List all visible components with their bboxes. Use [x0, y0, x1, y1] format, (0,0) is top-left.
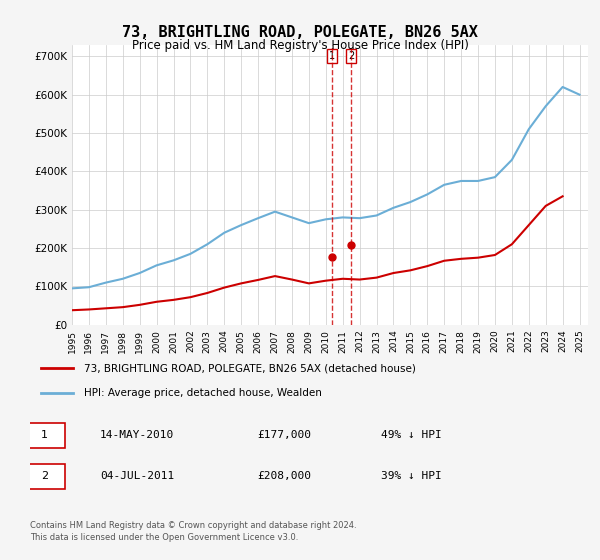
- Text: 14-MAY-2010: 14-MAY-2010: [100, 430, 175, 440]
- FancyBboxPatch shape: [25, 423, 65, 447]
- Text: 39% ↓ HPI: 39% ↓ HPI: [381, 472, 442, 481]
- Text: £208,000: £208,000: [257, 472, 311, 481]
- Text: 2: 2: [348, 52, 354, 61]
- Text: 73, BRIGHTLING ROAD, POLEGATE, BN26 5AX: 73, BRIGHTLING ROAD, POLEGATE, BN26 5AX: [122, 25, 478, 40]
- Text: 1: 1: [41, 430, 48, 440]
- Text: HPI: Average price, detached house, Wealden: HPI: Average price, detached house, Weal…: [84, 388, 322, 398]
- FancyBboxPatch shape: [25, 464, 65, 489]
- Text: Price paid vs. HM Land Registry's House Price Index (HPI): Price paid vs. HM Land Registry's House …: [131, 39, 469, 52]
- Text: 04-JUL-2011: 04-JUL-2011: [100, 472, 175, 481]
- Text: Contains HM Land Registry data © Crown copyright and database right 2024.
This d: Contains HM Land Registry data © Crown c…: [30, 521, 356, 542]
- Text: £177,000: £177,000: [257, 430, 311, 440]
- Text: 49% ↓ HPI: 49% ↓ HPI: [381, 430, 442, 440]
- Text: 1: 1: [329, 52, 335, 61]
- Text: 2: 2: [41, 472, 48, 481]
- Text: 73, BRIGHTLING ROAD, POLEGATE, BN26 5AX (detached house): 73, BRIGHTLING ROAD, POLEGATE, BN26 5AX …: [84, 363, 416, 374]
